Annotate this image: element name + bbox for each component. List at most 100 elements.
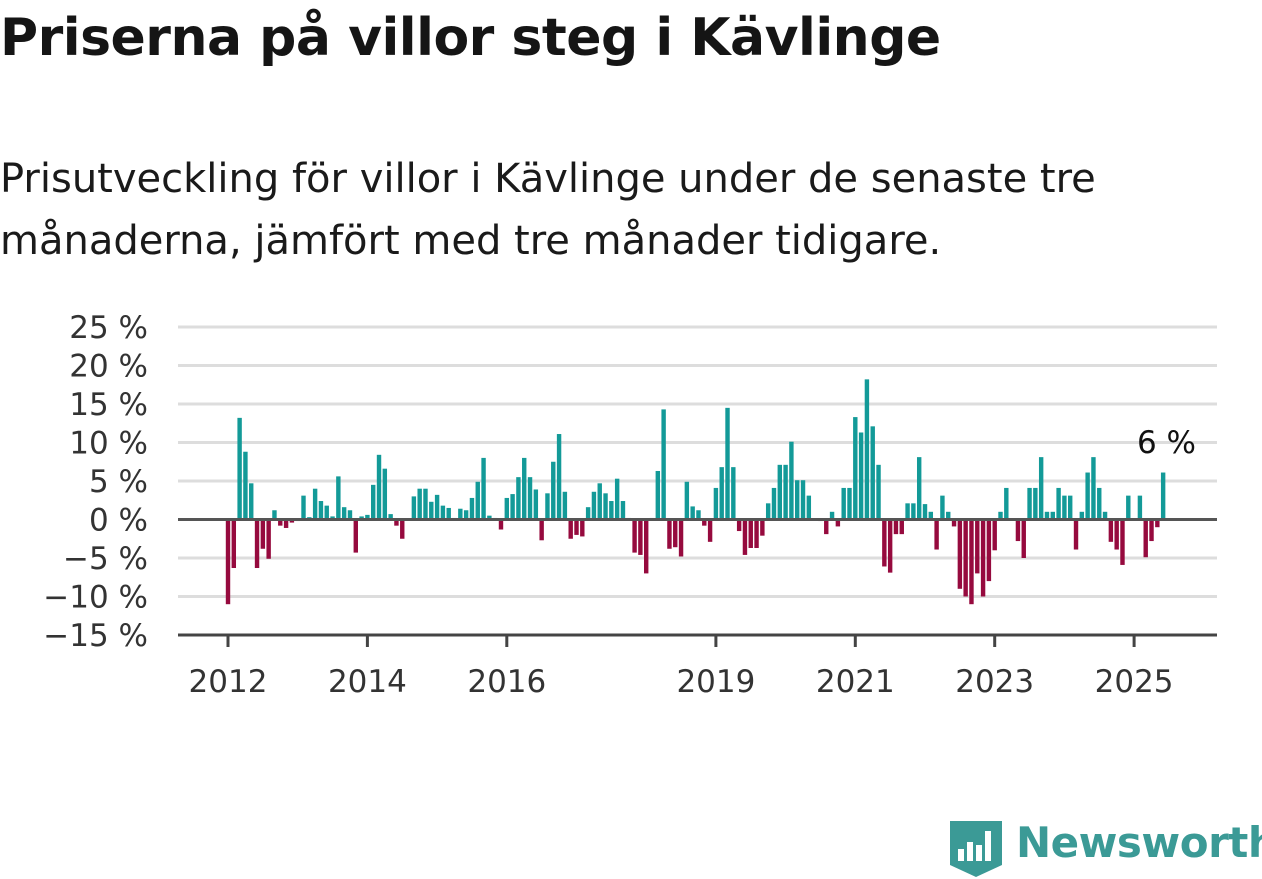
- bar: [365, 514, 370, 520]
- bar: [870, 426, 875, 520]
- bar: [667, 519, 672, 549]
- bar: [423, 488, 428, 520]
- bar: [980, 519, 986, 597]
- bar: [969, 519, 974, 605]
- bar: [371, 484, 376, 520]
- bar: [696, 510, 701, 520]
- x-tick-label: 2025: [1095, 664, 1174, 700]
- bar: [1056, 487, 1061, 520]
- bar: [1068, 495, 1073, 520]
- bar: [986, 519, 992, 582]
- bar: [1108, 519, 1114, 542]
- bar: [1149, 519, 1154, 542]
- bar: [597, 483, 602, 520]
- bar: [318, 501, 324, 520]
- y-tick-label: −10 %: [43, 580, 148, 616]
- bar: [330, 516, 335, 520]
- bar: [301, 495, 306, 520]
- bar: [1155, 519, 1160, 528]
- bar: [882, 519, 887, 567]
- x-tick-label: 2016: [467, 664, 546, 700]
- bar: [510, 494, 515, 520]
- bar: [736, 519, 742, 532]
- bar: [1143, 519, 1148, 558]
- bar-chart-logo-icon: [950, 821, 1002, 877]
- bar: [556, 434, 562, 520]
- bar: [289, 519, 295, 523]
- bar: [800, 480, 806, 520]
- bar: [417, 488, 422, 520]
- bar: [527, 477, 533, 520]
- y-tick-label: 15 %: [69, 387, 148, 423]
- bar: [609, 501, 614, 520]
- bar: [539, 519, 544, 541]
- bar: [614, 478, 620, 520]
- bar: [864, 379, 870, 520]
- bar: [533, 489, 539, 520]
- bar: [1160, 472, 1166, 520]
- bar: [278, 519, 283, 526]
- y-tick-label: −5 %: [63, 541, 148, 577]
- bar: [1062, 495, 1067, 520]
- bar: [225, 519, 231, 605]
- bar: [858, 432, 864, 520]
- bar: [1102, 511, 1108, 520]
- bar: [1033, 487, 1038, 520]
- bar: [911, 503, 916, 520]
- bar: [1126, 495, 1131, 520]
- bar: [551, 461, 556, 520]
- bar: [580, 519, 585, 537]
- bar: [463, 510, 469, 520]
- bar: [434, 494, 440, 520]
- bar: [934, 519, 939, 550]
- newsworthy-logo: Newsworthy: [950, 818, 1262, 878]
- x-tick-label: 2019: [676, 664, 755, 700]
- bar: [341, 507, 347, 520]
- bar: [690, 506, 695, 520]
- bar: [992, 519, 997, 551]
- bar: [754, 519, 759, 548]
- bar: [568, 519, 573, 539]
- bar: [963, 519, 968, 597]
- chart-subtitle: Prisutveckling för villor i Kävlinge und…: [0, 156, 1096, 264]
- bar: [446, 507, 451, 520]
- bar: [916, 457, 922, 520]
- bar: [411, 496, 417, 520]
- bar: [684, 481, 690, 520]
- y-tick-label: −15 %: [43, 618, 148, 654]
- bar: [440, 505, 446, 520]
- bar: [1114, 519, 1119, 550]
- bar: [951, 519, 957, 527]
- bar: [1137, 495, 1143, 520]
- last-value-label: 6 %: [1137, 425, 1196, 461]
- bar: [1097, 487, 1102, 520]
- axes: 25 %20 %15 %10 %5 %0 %−5 %−10 %−15 % 2012…: [43, 310, 1217, 700]
- bar: [853, 417, 858, 520]
- bar: [1027, 487, 1032, 520]
- bar: [661, 409, 666, 520]
- bar: [638, 519, 643, 555]
- chart-title: Priserna på villor steg i Kävlinge: [0, 8, 941, 68]
- bar: [1044, 511, 1050, 520]
- y-tick-label: 10 %: [69, 426, 148, 462]
- bar: [388, 514, 393, 520]
- bar: [458, 508, 463, 520]
- bar: [272, 510, 277, 520]
- bar: [429, 501, 434, 520]
- bar: [400, 519, 405, 539]
- bar: [1120, 519, 1125, 565]
- bar: [725, 407, 730, 520]
- bar: [1079, 511, 1085, 520]
- x-tick-label: 2012: [189, 664, 268, 700]
- bar: [789, 441, 794, 520]
- bar: [620, 501, 626, 520]
- bar: [777, 464, 782, 520]
- bar: [237, 417, 242, 520]
- gridlines: [178, 325, 1217, 598]
- x-tick-label: 2023: [955, 664, 1034, 700]
- bar: [469, 497, 475, 520]
- bar: [644, 519, 649, 574]
- bar: [1038, 457, 1044, 520]
- bar: [283, 519, 289, 528]
- bar: [1004, 487, 1009, 520]
